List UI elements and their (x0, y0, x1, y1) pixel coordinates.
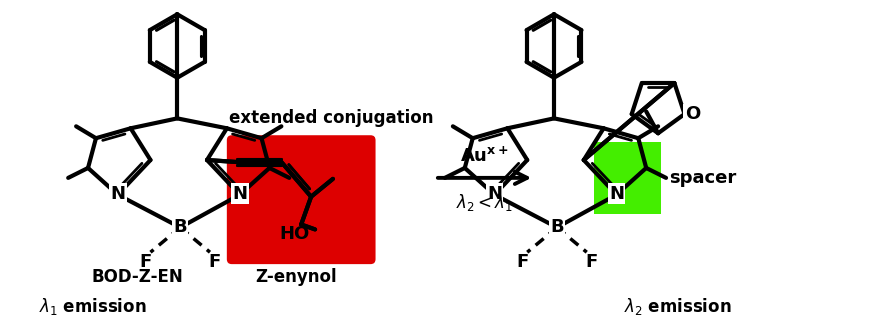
Text: F: F (585, 253, 597, 271)
Text: N: N (609, 185, 624, 203)
Text: HO: HO (279, 225, 310, 243)
Text: extended conjugation: extended conjugation (228, 110, 432, 127)
Text: $\lambda_2 < \lambda_1$: $\lambda_2 < \lambda_1$ (455, 192, 512, 213)
Text: N: N (111, 185, 125, 203)
Text: $\lambda_2\ \mathbf{emission}$: $\lambda_2\ \mathbf{emission}$ (624, 296, 731, 317)
Text: N: N (487, 185, 502, 203)
Text: F: F (516, 253, 528, 271)
FancyBboxPatch shape (593, 142, 660, 214)
Text: O: O (684, 105, 699, 123)
Text: F: F (139, 253, 152, 271)
Text: B: B (174, 218, 187, 237)
Text: $\mathbf{Au^{x+}}$: $\mathbf{Au^{x+}}$ (460, 146, 509, 166)
Text: BOD-Z-EN: BOD-Z-EN (91, 268, 183, 286)
FancyBboxPatch shape (226, 135, 375, 264)
Text: spacer: spacer (668, 169, 736, 187)
Text: Z-enynol: Z-enynol (255, 268, 337, 286)
Text: $\lambda_1\ \mathbf{emission}$: $\lambda_1\ \mathbf{emission}$ (39, 296, 146, 317)
Text: B: B (550, 218, 563, 237)
Text: F: F (209, 253, 221, 271)
Text: N: N (232, 185, 247, 203)
